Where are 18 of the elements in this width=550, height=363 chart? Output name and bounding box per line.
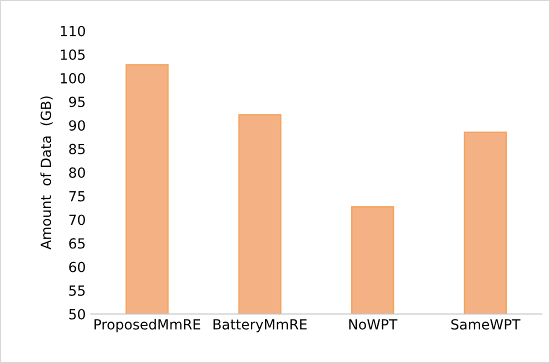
y-tick-label: 80 xyxy=(69,167,85,178)
x-tick-label: ProposedMmRE xyxy=(94,318,200,332)
y-tick-label: 95 xyxy=(69,96,85,108)
x-tick-label: BatteryMmRE xyxy=(214,319,307,332)
y-tick-label: 85 xyxy=(69,144,85,154)
x-tick-label: SameWPT xyxy=(451,319,520,330)
y-tick-label: 110 xyxy=(60,26,85,36)
y-tick-label: 55 xyxy=(69,286,85,296)
y-tick-label: 60 xyxy=(69,262,85,272)
y-axis-title: Amount of Data (GB) xyxy=(40,96,53,250)
y-tick-label: 90 xyxy=(69,120,85,131)
y-tick-label: 70 xyxy=(69,214,85,226)
y-tick-label: 100 xyxy=(60,73,85,84)
x-tick-label: NoWPT xyxy=(349,319,398,330)
y-tick-label: 50 xyxy=(69,308,85,320)
y-tick-label: 105 xyxy=(60,49,85,60)
y-tick-label: 75 xyxy=(69,191,85,202)
y-tick-label: 65 xyxy=(69,238,85,249)
